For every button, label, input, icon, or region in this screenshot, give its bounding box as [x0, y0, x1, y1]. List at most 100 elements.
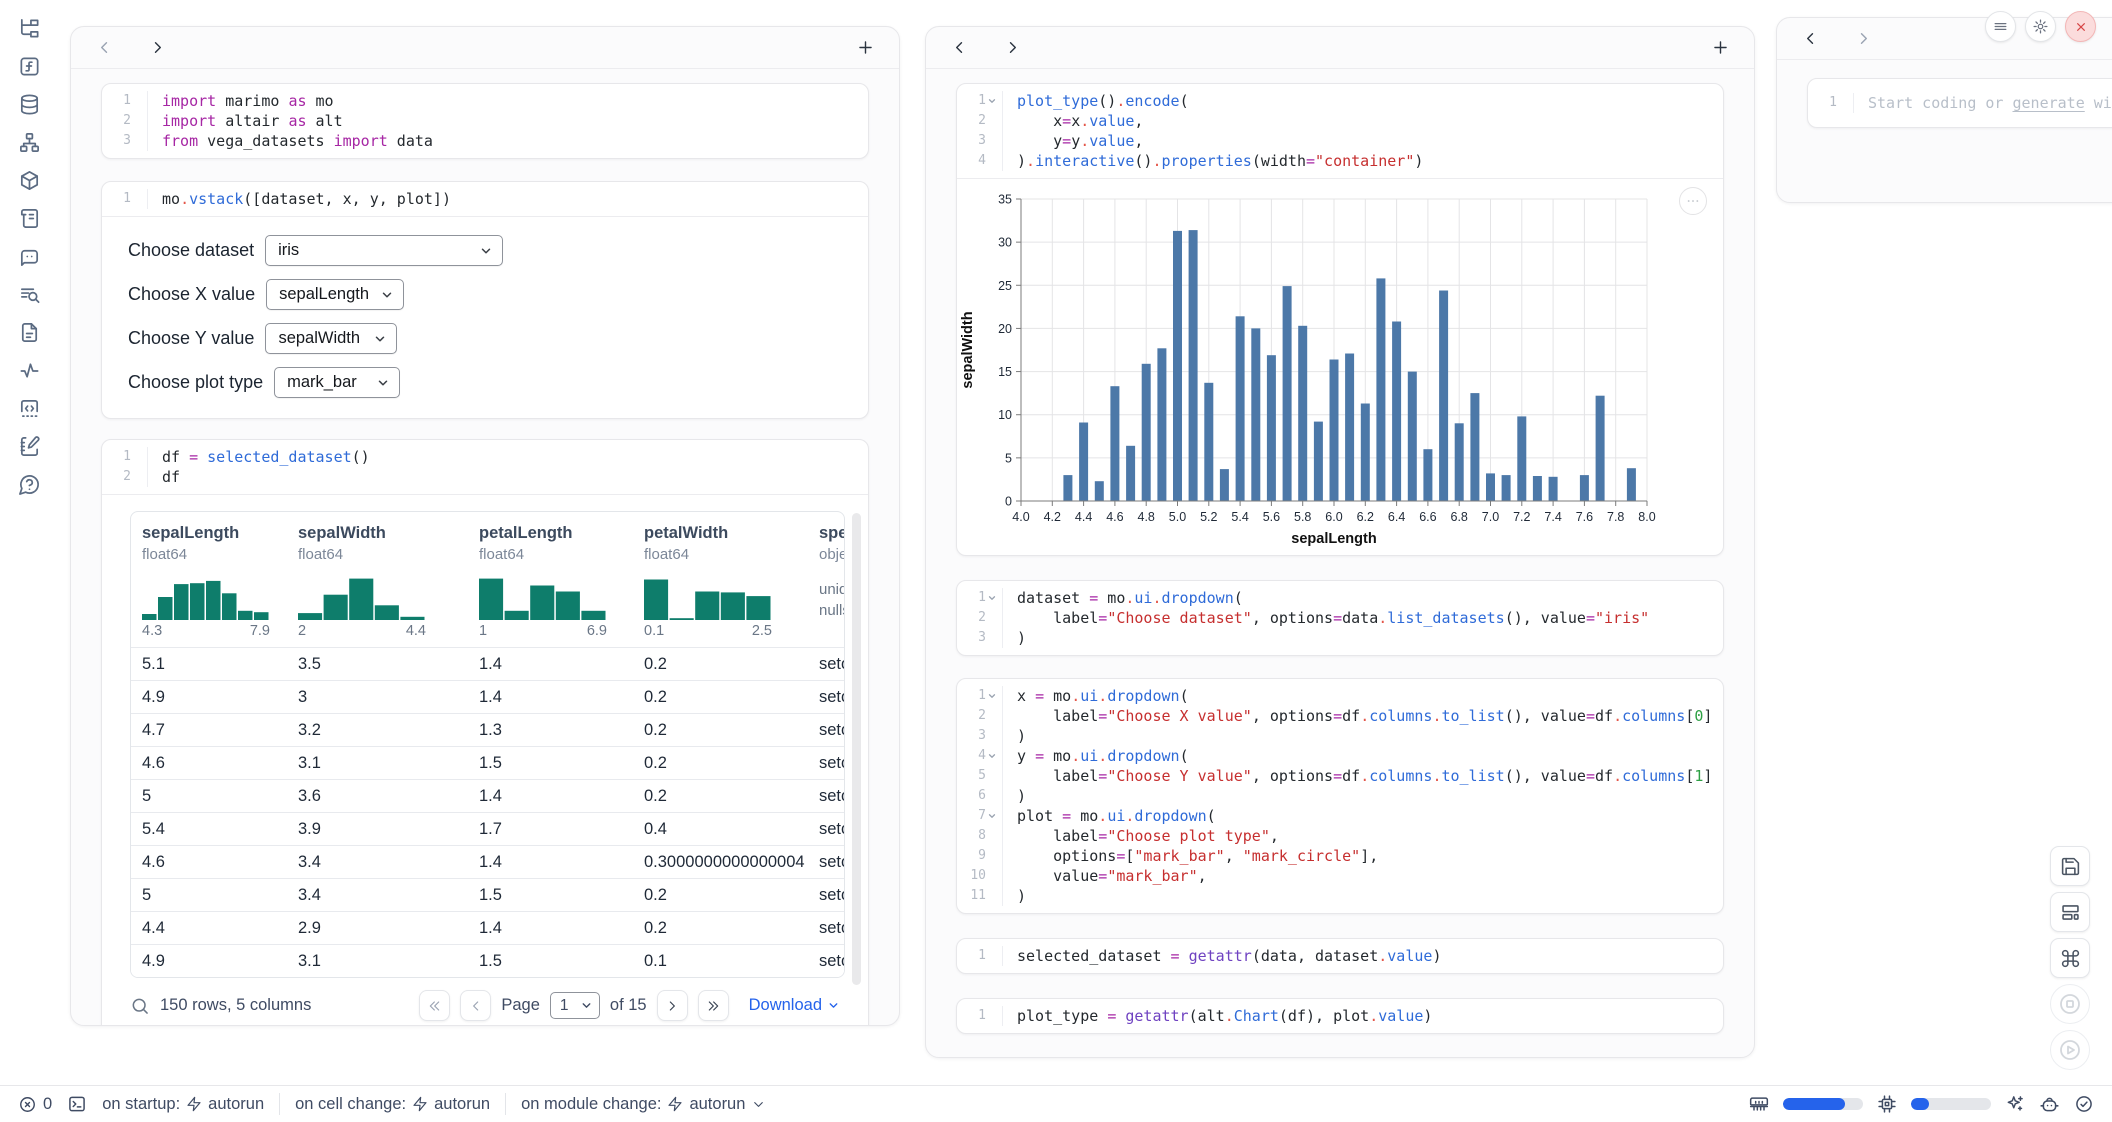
on-startup-setting[interactable]: on startup: autorun — [102, 1095, 264, 1114]
connection-status-icon[interactable] — [2074, 1094, 2094, 1114]
code-editor[interactable]: 1df = selected_dataset()2df — [102, 440, 868, 494]
code-editor[interactable]: 1 Start coding or generate with AI — [1808, 79, 2112, 127]
table-row[interactable]: 4.42.91.40.2setosa — [131, 911, 844, 944]
table-cell: 3 — [287, 688, 468, 707]
prev-page-button[interactable] — [460, 990, 491, 1021]
svg-text:8.0: 8.0 — [1638, 510, 1655, 524]
search-icon[interactable] — [130, 996, 150, 1016]
column-histogram[interactable] — [142, 574, 270, 620]
stop-kernel-button[interactable] — [2050, 984, 2090, 1024]
layout-select-button[interactable] — [2050, 892, 2090, 932]
table-row[interactable]: 4.73.21.30.2setosa — [131, 713, 844, 746]
column-histogram[interactable] — [298, 574, 426, 620]
column-name[interactable]: sepalWidth — [298, 524, 468, 543]
terminal-button[interactable] — [67, 1094, 87, 1114]
next-page-button[interactable] — [657, 990, 688, 1021]
code-editor[interactable]: 1x = mo.ui.dropdown(2 label="Choose X va… — [957, 679, 1723, 913]
status-bar: 0 on startup: autorun on cell change: au… — [0, 1085, 2112, 1122]
sidebar-help-icon[interactable] — [14, 472, 44, 497]
code-editor[interactable]: 1selected_dataset = getattr(data, datase… — [957, 939, 1723, 973]
sidebar-tracing-activity-icon[interactable] — [14, 358, 44, 383]
table-row[interactable]: 4.63.11.50.2setosa — [131, 746, 844, 779]
sidebar-text-search-icon[interactable] — [14, 282, 44, 307]
page-select[interactable]: 1 — [550, 992, 600, 1019]
table-cell: 0.4 — [633, 820, 808, 839]
table-cell: setosa — [808, 754, 845, 773]
shutdown-button[interactable] — [2065, 11, 2096, 42]
code-editor[interactable]: 1dataset = mo.ui.dropdown(2 label="Choos… — [957, 581, 1723, 655]
dataframe-output: sepalLengthfloat644.37.9sepalWidthfloat6… — [102, 494, 868, 1026]
column-prev-icon[interactable] — [95, 38, 114, 57]
table-cell: setosa — [808, 820, 845, 839]
table-scrollbar[interactable] — [852, 513, 861, 985]
table-row[interactable]: 4.931.40.2setosa — [131, 680, 844, 713]
column-name[interactable]: petalWidth — [644, 524, 808, 543]
table-cell: 0.1 — [633, 952, 808, 971]
code-editor[interactable]: 1plot_type = getattr(alt.Chart(df), plot… — [957, 999, 1723, 1033]
notebook-menu-button[interactable] — [1985, 11, 2016, 42]
code-editor[interactable]: 1import marimo as mo2import altair as al… — [102, 84, 868, 158]
dropdown-label: Choose dataset — [128, 240, 254, 261]
generate-with-ai-link[interactable]: generate — [2013, 94, 2085, 112]
column-prev-icon[interactable] — [1801, 29, 1820, 48]
error-count-chip[interactable]: 0 — [18, 1095, 52, 1114]
bot-icon[interactable] — [2039, 1094, 2060, 1115]
sidebar-file-tree-icon[interactable] — [14, 16, 44, 41]
table-row[interactable]: 4.63.41.40.3000000000000004setosa — [131, 845, 844, 878]
table-cell: 1.7 — [468, 820, 633, 839]
table-cell: 0.2 — [633, 688, 808, 707]
column-histogram[interactable] — [644, 574, 772, 620]
bar-chart[interactable]: 4.04.24.44.64.85.05.25.45.65.86.06.26.46… — [957, 183, 1712, 549]
add-cell-icon[interactable] — [1711, 38, 1730, 57]
add-cell-icon[interactable] — [856, 38, 875, 57]
on-module-change-setting[interactable]: on module change: autorun — [521, 1095, 766, 1114]
keyboard-shortcuts-button[interactable] — [2050, 938, 2090, 978]
table-cell: 3.2 — [287, 721, 468, 740]
download-button[interactable]: Download — [749, 996, 840, 1015]
last-page-button[interactable] — [698, 990, 729, 1021]
code-editor[interactable]: 1plot_type().encode(2 x=x.value,3 y=y.va… — [957, 84, 1723, 178]
table-cell: 5.1 — [131, 655, 287, 674]
column-name[interactable]: species — [819, 524, 845, 543]
sidebar-dependency-graph-icon[interactable] — [14, 130, 44, 155]
svg-text:6.4: 6.4 — [1388, 510, 1405, 524]
column-histogram[interactable] — [479, 574, 607, 620]
column-next-icon[interactable] — [148, 38, 167, 57]
svg-text:7.4: 7.4 — [1544, 510, 1561, 524]
column-next-icon[interactable] — [1003, 38, 1022, 57]
chart-actions-button[interactable] — [1679, 187, 1707, 215]
y-value-select[interactable]: sepalWidth — [265, 323, 397, 354]
first-page-button[interactable] — [419, 990, 450, 1021]
column-name[interactable]: sepalLength — [142, 524, 287, 543]
column-prev-icon[interactable] — [950, 38, 969, 57]
data-table: sepalLengthfloat644.37.9sepalWidthfloat6… — [130, 511, 845, 978]
x-value-select[interactable]: sepalLength — [266, 279, 404, 310]
settings-button[interactable] — [2025, 11, 2056, 42]
sidebar-chat-bot-icon[interactable] — [14, 244, 44, 269]
dataset-select[interactable]: iris — [265, 235, 503, 266]
code-editor[interactable]: 1mo.vstack([dataset, x, y, plot]) — [102, 182, 868, 216]
code-cell-vstack: 1mo.vstack([dataset, x, y, plot]) Choose… — [101, 181, 869, 419]
sidebar-scroll-logs-icon[interactable] — [14, 206, 44, 231]
table-row[interactable]: 5.13.51.40.2setosa — [131, 647, 844, 680]
table-cell: 0.2 — [633, 655, 808, 674]
ai-sparkles-icon[interactable] — [2005, 1094, 2025, 1114]
table-row[interactable]: 53.41.50.2setosa — [131, 878, 844, 911]
column-name[interactable]: petalLength — [479, 524, 633, 543]
sidebar-snippets-file-icon[interactable] — [14, 320, 44, 345]
svg-text:4.0: 4.0 — [1012, 510, 1029, 524]
sidebar-database-icon[interactable] — [14, 92, 44, 117]
column-next-icon[interactable] — [1854, 29, 1873, 48]
table-row[interactable]: 5.43.91.70.4setosa — [131, 812, 844, 845]
sidebar-code-snippet-icon[interactable] — [14, 396, 44, 421]
table-row[interactable]: 4.93.11.50.1setosa — [131, 944, 844, 977]
sidebar-function-square-icon[interactable] — [14, 54, 44, 79]
table-row[interactable]: 53.61.40.2setosa — [131, 779, 844, 812]
code-cell-imports: 1import marimo as mo2import altair as al… — [101, 83, 869, 159]
sidebar-scratchpad-notebook-icon[interactable] — [14, 434, 44, 459]
plot-type-select[interactable]: mark_bar — [274, 367, 400, 398]
run-all-button[interactable] — [2050, 1030, 2090, 1070]
sidebar-package-icon[interactable] — [14, 168, 44, 193]
on-cell-change-setting[interactable]: on cell change: autorun — [295, 1095, 490, 1114]
save-button[interactable] — [2050, 846, 2090, 886]
